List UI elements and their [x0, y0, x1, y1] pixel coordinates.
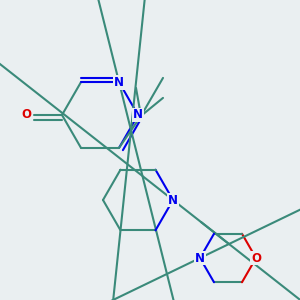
- Text: N: N: [195, 251, 205, 265]
- Text: O: O: [21, 109, 31, 122]
- Text: N: N: [114, 76, 124, 88]
- Text: N: N: [168, 194, 178, 206]
- Text: O: O: [251, 251, 261, 265]
- Text: N: N: [133, 109, 143, 122]
